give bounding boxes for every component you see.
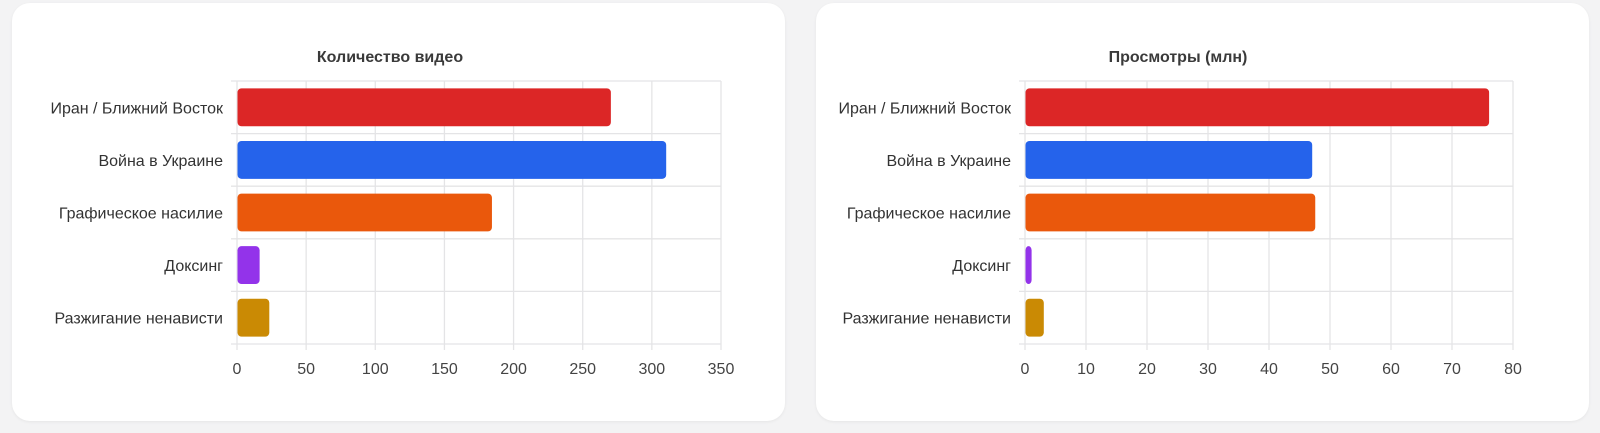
bar	[1025, 246, 1032, 285]
category-label: Графическое насилие	[847, 206, 1011, 223]
category-label: Разжигание ненависти	[842, 311, 1011, 328]
tick-label: 350	[708, 361, 735, 378]
tick-label: 50	[1321, 361, 1339, 378]
tick-label: 30	[1199, 361, 1217, 378]
chart-title: Просмотры (млн)	[1109, 49, 1248, 66]
tick-label: 60	[1382, 361, 1400, 378]
tick-label: 50	[297, 361, 315, 378]
category-label: Иран / Ближний Восток	[838, 100, 1012, 117]
category-label: Доксинг	[952, 258, 1011, 275]
chart-video-count: Количество видео Иран / Ближний Восток Во…	[50, 49, 735, 378]
bar	[1025, 193, 1316, 232]
tick-label: 0	[1021, 361, 1030, 378]
bar	[1025, 298, 1044, 337]
tick-label: 80	[1504, 361, 1522, 378]
tick-label: 200	[500, 361, 527, 378]
tick-label: 300	[639, 361, 666, 378]
tick-label: 70	[1443, 361, 1461, 378]
category-label: Война в Украине	[886, 153, 1011, 170]
tick-label: 100	[362, 361, 389, 378]
chart-views: Просмотры (млн) Иран / Ближний Восток Вой…	[838, 49, 1522, 378]
bar	[237, 246, 260, 285]
bar	[1025, 88, 1490, 127]
category-label: Иран / Ближний Восток	[50, 100, 224, 117]
tick-label: 20	[1138, 361, 1156, 378]
chart-card-views: Просмотры (млн) Иран / Ближний Восток Вой…	[816, 3, 1589, 421]
category-label: Разжигание ненависти	[54, 311, 223, 328]
chart-card-video-count: Количество видео Иран / Ближний Восток Во…	[12, 3, 785, 421]
bar	[237, 193, 492, 232]
bar	[237, 298, 270, 337]
category-label: Доксинг	[164, 258, 223, 275]
chart-title: Количество видео	[317, 49, 463, 66]
category-label: Война в Украине	[98, 153, 223, 170]
tick-label: 0	[233, 361, 242, 378]
category-label: Графическое насилие	[59, 206, 223, 223]
tick-label: 150	[431, 361, 458, 378]
tick-label: 40	[1260, 361, 1278, 378]
bar	[237, 88, 611, 127]
tick-label: 250	[569, 361, 596, 378]
bar	[1025, 140, 1313, 179]
tick-label: 10	[1077, 361, 1095, 378]
bar	[237, 140, 667, 179]
